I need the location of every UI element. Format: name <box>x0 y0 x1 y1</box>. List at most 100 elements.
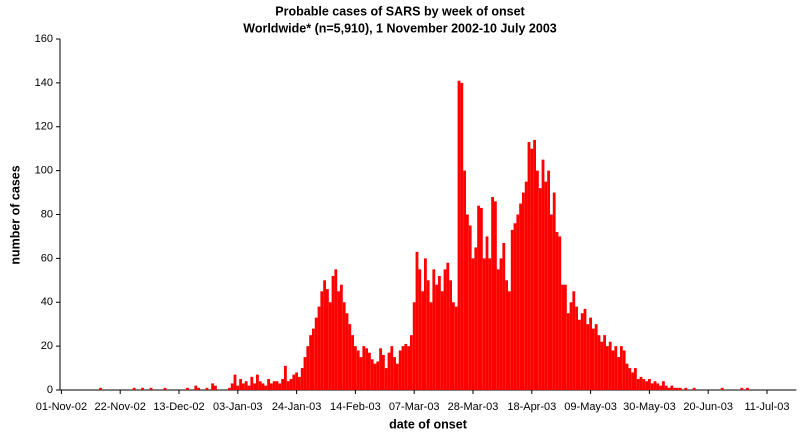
bar <box>382 354 385 390</box>
x-tick-label: 30-May-03 <box>623 401 676 413</box>
bar <box>494 201 497 390</box>
bar <box>365 348 368 390</box>
bar <box>340 284 343 390</box>
bar <box>575 306 578 390</box>
bar <box>281 379 284 390</box>
bar <box>527 142 531 390</box>
bar <box>253 383 256 390</box>
bar <box>368 352 371 390</box>
bar <box>530 148 534 390</box>
bar <box>236 385 240 390</box>
bar <box>298 376 301 390</box>
bar <box>359 357 363 390</box>
bar <box>740 387 744 390</box>
bar <box>510 229 514 390</box>
bar <box>659 385 662 390</box>
bar <box>264 385 268 390</box>
bar <box>345 313 349 390</box>
bar <box>292 374 296 390</box>
bar <box>617 357 620 390</box>
bar <box>746 387 749 390</box>
bar <box>205 387 209 390</box>
bar <box>239 379 242 390</box>
bar <box>653 381 657 390</box>
bar <box>468 225 472 390</box>
bar <box>611 350 615 390</box>
bar <box>309 335 312 390</box>
bar <box>670 385 674 390</box>
bar <box>597 335 601 390</box>
bar <box>303 357 307 390</box>
bar <box>326 289 329 390</box>
bar <box>348 324 352 390</box>
bar <box>270 383 273 390</box>
bar <box>594 324 598 390</box>
bar <box>289 379 293 390</box>
x-tick-label: 03-Jan-03 <box>213 401 263 413</box>
bar <box>636 379 640 390</box>
x-tick-label: 14-Feb-03 <box>330 401 381 413</box>
bar <box>564 284 567 390</box>
bar <box>566 313 570 390</box>
bar <box>474 247 478 390</box>
bar <box>446 262 450 390</box>
bar <box>443 269 447 390</box>
bar <box>230 383 234 390</box>
x-tick-label: 18-Apr-03 <box>507 401 556 413</box>
bar <box>132 387 136 390</box>
bar <box>99 387 102 390</box>
bar <box>452 302 455 390</box>
bar <box>664 385 668 390</box>
bar <box>592 328 595 390</box>
bar <box>384 368 388 390</box>
bar <box>586 324 590 390</box>
bar <box>614 346 618 390</box>
bar <box>622 350 626 390</box>
bar <box>558 236 562 390</box>
x-tick-label: 22-Nov-02 <box>95 401 146 413</box>
bar <box>314 317 318 390</box>
bar <box>460 82 464 390</box>
bar <box>480 207 483 390</box>
bar <box>603 335 606 390</box>
bar <box>692 387 696 390</box>
bar <box>258 381 262 390</box>
bar <box>524 181 528 390</box>
bar <box>278 383 282 390</box>
bar <box>149 387 153 390</box>
bar <box>580 313 584 390</box>
bar <box>194 385 198 390</box>
bar <box>415 251 419 390</box>
bar <box>505 280 508 390</box>
bar <box>513 223 517 390</box>
bar <box>648 379 651 390</box>
y-tick-label: 60 <box>41 252 53 264</box>
bar <box>550 214 553 390</box>
bar <box>678 387 682 390</box>
bar <box>482 258 486 390</box>
bar <box>373 363 377 390</box>
bar <box>578 319 581 390</box>
x-tick-label: 24-Jan-03 <box>272 401 322 413</box>
bar <box>676 387 679 390</box>
bar <box>471 258 475 390</box>
bar <box>569 302 573 390</box>
bar <box>370 359 374 390</box>
bar <box>533 139 536 390</box>
x-tick-label: 01-Nov-02 <box>36 401 87 413</box>
bar <box>412 302 416 390</box>
bar <box>502 243 506 390</box>
x-tick-label: 28-Mar-03 <box>448 401 499 413</box>
x-tick-label: 13-Dec-02 <box>153 401 204 413</box>
bar <box>379 348 382 390</box>
bar <box>662 381 665 390</box>
bar <box>306 346 310 390</box>
bar <box>426 280 430 390</box>
bar <box>720 387 724 390</box>
bar <box>407 346 410 390</box>
y-tick-label: 140 <box>35 77 53 89</box>
bar <box>650 383 654 390</box>
bar <box>342 302 346 390</box>
bar <box>589 317 592 390</box>
x-tick-label: 09-May-03 <box>564 401 617 413</box>
